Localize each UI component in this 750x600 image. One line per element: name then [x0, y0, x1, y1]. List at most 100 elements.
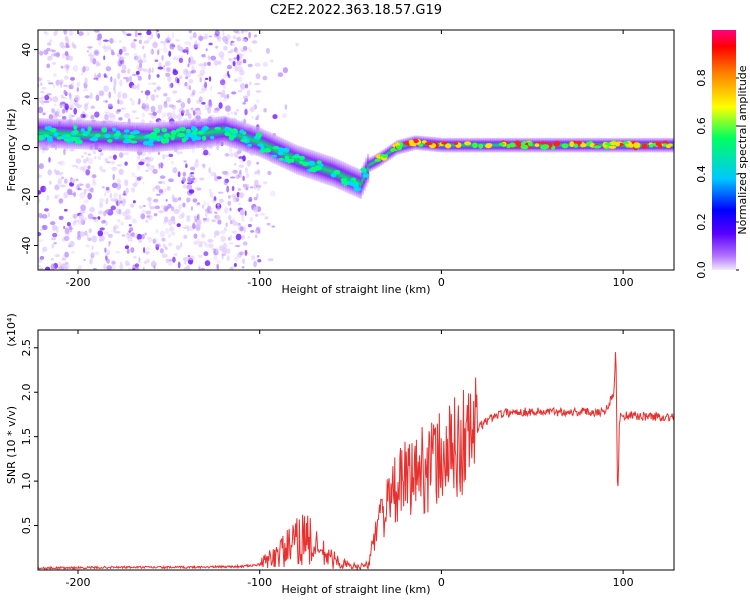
noise-speck [180, 242, 183, 248]
noise-speck [103, 39, 109, 42]
noise-speck [162, 220, 167, 225]
noise-speck [198, 264, 201, 270]
noise-speck [128, 239, 134, 242]
noise-speck [100, 220, 106, 224]
noise-speck [282, 67, 288, 74]
noise-speck [59, 172, 62, 176]
ridge-segment [141, 122, 144, 153]
ridge-segment [68, 119, 72, 149]
noise-speck [148, 237, 152, 244]
noise-speck [157, 85, 161, 92]
ridge-segment [139, 122, 143, 152]
noise-speck [155, 229, 159, 234]
noise-speck [223, 85, 226, 89]
noise-speck [148, 73, 151, 80]
noise-speck [246, 172, 250, 179]
ridge-segment [285, 140, 288, 170]
noise-speck [92, 58, 97, 65]
noise-speck [124, 245, 129, 250]
noise-speck [168, 153, 174, 158]
noise-speck [116, 164, 123, 167]
noise-speck [178, 57, 184, 64]
noise-speck [190, 180, 195, 184]
noise-speck [150, 49, 153, 55]
hot-spot [116, 132, 121, 136]
noise-speck [49, 49, 55, 52]
hot-spot [56, 136, 63, 140]
noise-speck [145, 95, 149, 101]
hot-spot [540, 145, 548, 150]
noise-speck [213, 254, 218, 261]
ridge-segment [207, 117, 210, 148]
y-tick-label: 0 [20, 144, 33, 151]
noise-speck [38, 174, 43, 179]
noise-speck [168, 242, 173, 247]
hot-spot [263, 147, 272, 153]
noise-speck [147, 36, 152, 42]
noise-speck [172, 56, 179, 61]
noise-speck [80, 204, 86, 211]
hot-spot [104, 133, 111, 139]
noise-speck [121, 199, 127, 205]
noise-speck [221, 89, 226, 96]
noise-speck [62, 108, 66, 114]
noise-speck [106, 265, 112, 270]
noise-speck [237, 89, 243, 93]
noise-speck [249, 216, 253, 222]
hot-spot [318, 163, 324, 167]
noise-speck [55, 170, 60, 176]
noise-speck [181, 110, 185, 114]
noise-speck [242, 46, 248, 51]
noise-speck [54, 194, 60, 199]
noise-speck [89, 206, 95, 213]
noise-speck [158, 181, 163, 184]
noise-speck [205, 48, 208, 52]
noise-speck [153, 89, 157, 93]
spectrogram-x-ticks: -200 -100 0 100 [65, 30, 634, 289]
noise-speck [84, 188, 90, 192]
hot-spot [424, 142, 433, 146]
noise-speck [133, 200, 136, 204]
noise-speck [86, 157, 89, 161]
hot-spot [418, 143, 424, 147]
noise-speck [238, 192, 245, 199]
noise-speck [51, 53, 56, 57]
ridge-segment [212, 117, 215, 147]
noise-speck [60, 65, 64, 69]
noise-speck [52, 225, 56, 232]
noise-speck [110, 205, 117, 211]
noise-speck [133, 44, 137, 50]
ridge-segment [67, 119, 70, 149]
noise-speck [51, 237, 56, 241]
noise-speck [244, 98, 249, 103]
noise-speck [162, 65, 166, 71]
noise-speck [194, 218, 198, 223]
hot-spot [534, 143, 540, 148]
spectrogram-x-label: Height of straight line (km) [281, 283, 430, 296]
noise-speck [159, 248, 164, 254]
noise-speck [48, 82, 54, 85]
hot-spot [92, 136, 98, 142]
ridge-segment [368, 157, 371, 172]
noise-speck [187, 63, 190, 68]
noise-speck [67, 189, 73, 195]
ridge-segment [361, 165, 364, 196]
noise-speck [38, 190, 42, 195]
noise-speck [101, 186, 105, 189]
noise-speck [44, 94, 50, 101]
noise-speck [89, 52, 93, 55]
noise-speck [226, 64, 233, 70]
noise-speck [103, 73, 107, 78]
noise-speck [52, 62, 56, 65]
hot-spot [608, 145, 617, 149]
noise-speck [74, 94, 80, 102]
noise-speck [217, 203, 220, 207]
noise-speck [112, 40, 117, 43]
noise-speck [161, 54, 164, 61]
noise-speck [167, 259, 173, 262]
noise-speck [136, 164, 141, 171]
noise-speck [193, 240, 199, 246]
noise-speck [92, 177, 96, 184]
noise-speck [65, 42, 69, 48]
noise-speck [94, 51, 98, 55]
